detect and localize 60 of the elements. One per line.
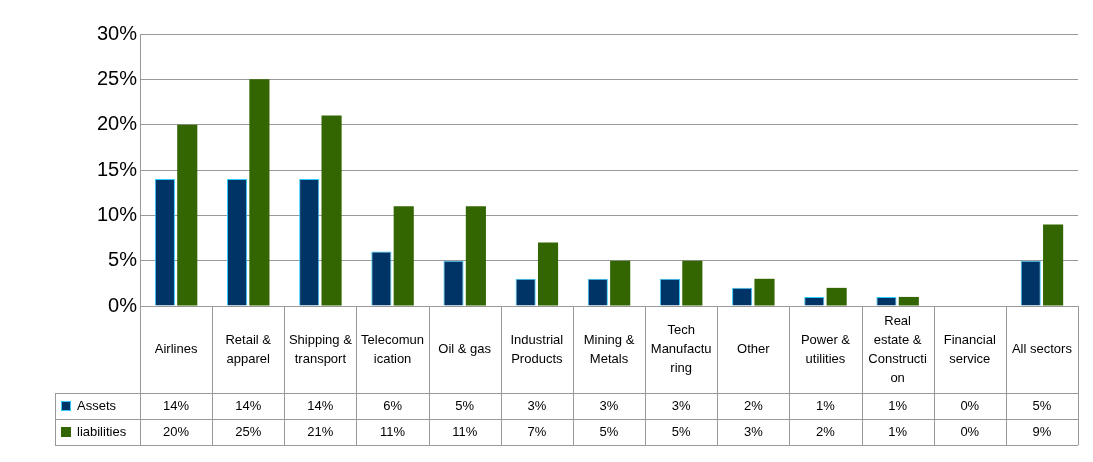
data-label: 1% — [816, 397, 836, 413]
bar — [1043, 224, 1064, 306]
x-tick-label: Financial service — [943, 331, 996, 366]
data-label: 3% — [527, 397, 547, 413]
y-tick-label: 25% — [96, 66, 138, 89]
data-label: 3% — [671, 397, 691, 413]
x-tick-label: Industrial Products — [510, 331, 564, 366]
x-tick-label: Shipping & transport — [288, 331, 353, 366]
y-tick-label: 0% — [108, 293, 138, 316]
data-label: 5% — [599, 423, 619, 439]
bar — [249, 79, 270, 306]
data-label: 25% — [235, 423, 262, 439]
data-label: 6% — [383, 397, 403, 413]
data-label: 9% — [1032, 423, 1052, 439]
data-label: 11% — [380, 423, 406, 439]
data-label: 11% — [452, 423, 478, 439]
data-label: 5% — [1032, 397, 1052, 413]
y-tick-label: 5% — [108, 248, 138, 271]
x-tick-label: Telecomunication — [361, 331, 424, 366]
x-tick-label: Oil & gas — [438, 341, 492, 357]
x-tick-label: Mining & Metals — [583, 331, 635, 366]
bar — [610, 260, 631, 306]
bar — [826, 287, 847, 306]
y-tick-label: 10% — [96, 202, 138, 225]
data-label: 7% — [527, 423, 547, 439]
data-label: 21% — [307, 423, 334, 439]
data-label: 14% — [235, 397, 262, 413]
bar — [898, 296, 919, 306]
bar — [465, 206, 486, 306]
x-tick-label: Airlines — [154, 341, 198, 357]
data-label: 2% — [816, 423, 836, 439]
x-tick-label: Other — [737, 341, 771, 357]
x-tick-label: Power & utilities — [800, 331, 851, 366]
x-tick-label: Retail & apparel — [225, 331, 272, 366]
bar — [393, 206, 414, 306]
data-label: 3% — [599, 397, 619, 413]
data-label: 5% — [671, 423, 691, 439]
legend-label: liabilities — [77, 423, 127, 439]
data-label: 3% — [743, 423, 764, 439]
y-tick-label: 15% — [96, 157, 138, 180]
bar — [682, 260, 703, 306]
data-label: 20% — [163, 423, 190, 439]
data-label: 14% — [163, 397, 190, 413]
data-label: 0% — [960, 423, 980, 439]
data-label: 5% — [455, 397, 475, 413]
bar — [321, 115, 342, 306]
y-tick-label: 30% — [96, 21, 138, 44]
data-label: 1% — [888, 397, 908, 413]
bar — [537, 242, 559, 306]
data-label: 2% — [743, 397, 764, 413]
bar — [754, 278, 775, 306]
y-tick-label: 20% — [96, 112, 138, 135]
data-label: 14% — [307, 397, 334, 413]
x-tick-label: All sectors — [1011, 341, 1073, 357]
legend-label: Assets — [77, 397, 117, 413]
x-tick-label: Real estate & Construction — [868, 312, 927, 385]
bar — [177, 124, 198, 306]
x-tick-label: Tech Manufacturing — [650, 322, 712, 376]
data-label: 0% — [960, 397, 980, 413]
data-label: 1% — [888, 423, 908, 439]
